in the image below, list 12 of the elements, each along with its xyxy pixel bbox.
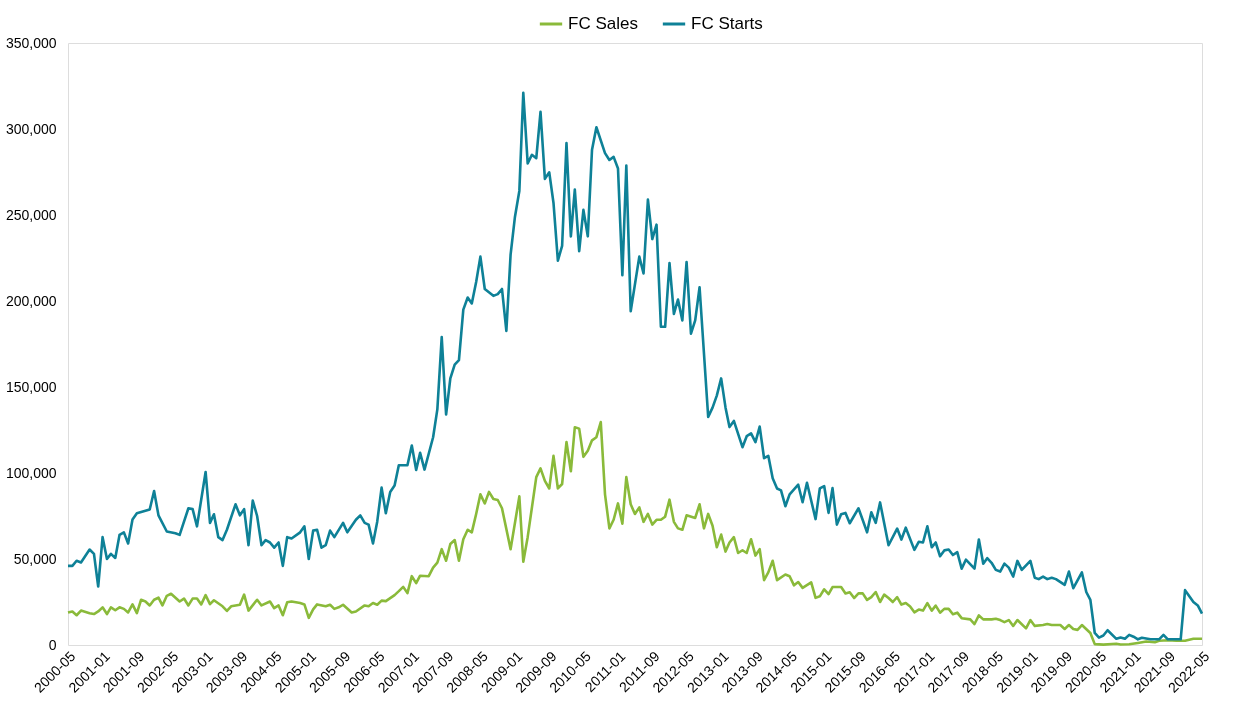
legend-label: FC Sales <box>568 14 638 33</box>
y-tick-label: 250,000 <box>5 206 57 223</box>
line-series <box>66 420 1204 646</box>
line-series <box>66 91 1204 641</box>
y-tick-label: 350,000 <box>5 34 57 51</box>
y-tick-label: 50,000 <box>13 550 57 567</box>
y-tick-label: 300,000 <box>5 120 57 137</box>
y-tick-label: 200,000 <box>5 292 57 309</box>
y-tick-label: 100,000 <box>5 464 57 481</box>
y-tick-label: 150,000 <box>5 378 57 395</box>
y-tick-label: 0 <box>48 636 57 653</box>
legend-label: FC Starts <box>691 14 763 33</box>
